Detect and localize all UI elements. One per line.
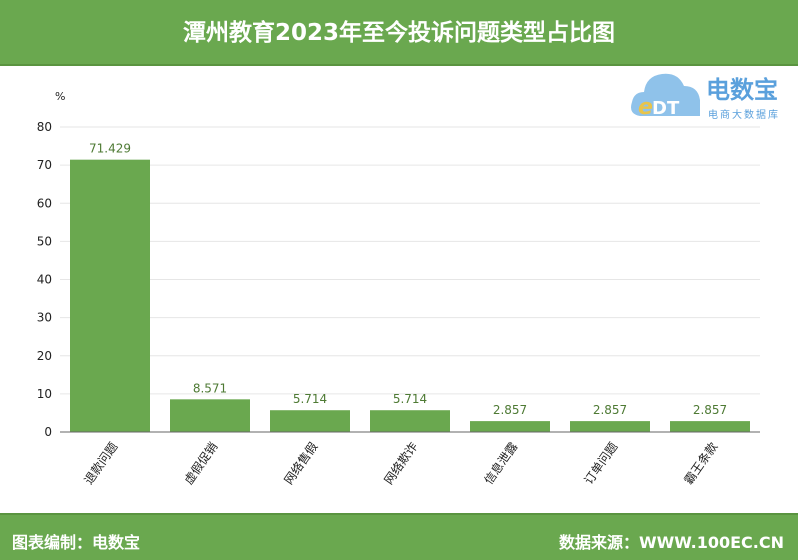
y-tick-label: 40 [37,273,52,287]
data-label: 5.714 [393,392,427,406]
x-tick-label: 网络欺诈 [381,439,421,487]
y-tick-label: 50 [37,234,52,248]
bar-chart: % 0 10 20 30 40 50 60 70 80 71.429 退款问题 8.571 虚假促销 5.7… [37,90,760,487]
svg-text:e: e [638,95,653,120]
chart-title-bar: 潭州教育2023年至今投诉问题类型占比图 [0,0,798,66]
data-label: 8.571 [193,381,227,395]
x-tick-label: 霸王条款 [681,440,720,487]
y-tick-label: 80 [37,120,52,134]
bar [370,410,450,432]
data-label: 2.857 [693,403,727,417]
data-label: 2.857 [493,403,527,417]
x-tick-label: 退款问题 [81,440,120,487]
svg-text:DT: DT [652,98,680,119]
data-label: 2.857 [593,403,627,417]
logo: e DT 电数宝 电商大数据库 [628,64,793,126]
data-label: 71.429 [89,142,131,156]
y-axis-label: % [55,90,65,103]
footer-source: 数据来源：WWW.100EC.CN [558,533,784,552]
x-tick-label: 订单问题 [581,440,620,487]
y-tick-label: 20 [37,349,52,363]
footer: 图表编制：电数宝 数据来源：WWW.100EC.CN [0,513,798,560]
y-tick-label: 70 [37,158,52,172]
bar [70,159,150,432]
x-tick-label: 信息泄露 [481,439,521,487]
bar [670,421,750,432]
x-tick-label: 虚假促销 [181,440,220,487]
y-tick-label: 10 [37,387,52,401]
y-tick-label: 60 [37,196,52,210]
bar [170,399,250,432]
bar [470,421,550,432]
logo-subtitle: 电商大数据库 [708,108,780,121]
data-label: 5.714 [293,392,327,406]
y-tick-label: 30 [37,311,52,325]
chart-title: 潭州教育2023年至今投诉问题类型占比图 [182,20,615,46]
footer-credit: 图表编制：电数宝 [12,533,141,552]
logo-name: 电数宝 [706,76,778,104]
bar [570,421,650,432]
bar [270,410,350,432]
x-tick-label: 网络售假 [281,439,321,487]
y-tick-label: 0 [44,425,52,439]
